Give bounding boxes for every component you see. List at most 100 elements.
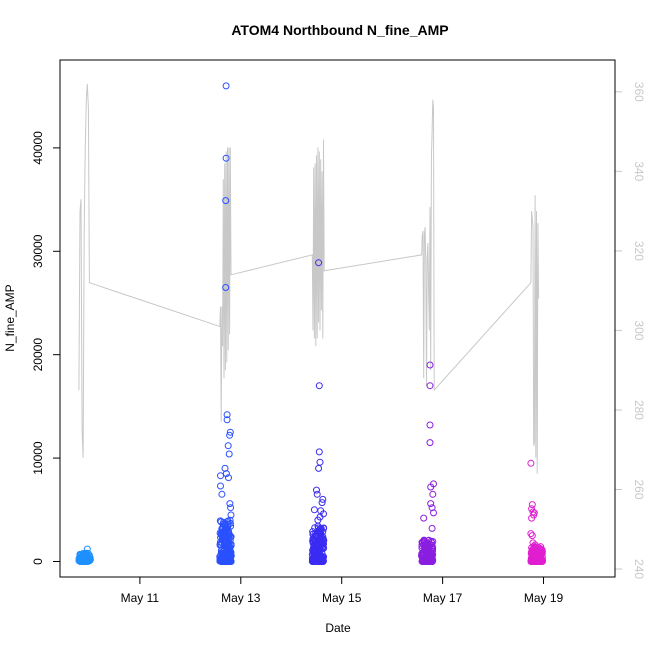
y-axis-label: N_fine_AMP xyxy=(3,284,17,351)
data-point xyxy=(227,511,235,519)
data-point xyxy=(528,532,536,540)
data-point xyxy=(314,516,322,524)
y-right-tick-label: 300 xyxy=(632,320,646,340)
data-point xyxy=(222,197,230,205)
data-point xyxy=(226,431,234,439)
data-point xyxy=(426,361,434,369)
data-point xyxy=(219,525,227,532)
data-point xyxy=(427,557,435,565)
data-point xyxy=(528,514,536,522)
data-point xyxy=(421,545,429,553)
data-point xyxy=(319,545,327,552)
data-point xyxy=(218,528,226,536)
y-right-tick-label: 320 xyxy=(632,241,646,261)
data-point xyxy=(218,557,226,565)
data-point xyxy=(315,382,323,390)
data-point xyxy=(313,486,320,494)
data-point xyxy=(226,544,234,551)
data-point xyxy=(528,557,536,565)
data-point xyxy=(314,553,322,561)
x-tick-label: May 15 xyxy=(322,591,362,605)
chart-title: ATOM4 Northbound N_fine_AMP xyxy=(231,22,448,38)
data-point xyxy=(224,558,232,565)
y-axis-left: 0 10000 20000 30000 40000 xyxy=(31,131,60,565)
y-right-tick-label: 260 xyxy=(632,479,646,499)
data-point xyxy=(226,500,234,508)
data-point xyxy=(220,550,228,558)
data-point xyxy=(527,549,535,557)
data-point xyxy=(217,541,225,549)
y-left-tick-label: 20000 xyxy=(31,338,45,372)
data-point xyxy=(225,474,232,482)
data-point xyxy=(527,530,535,538)
data-point xyxy=(225,555,233,563)
data-point xyxy=(225,450,233,458)
data-point xyxy=(79,550,87,557)
data-point xyxy=(428,504,436,512)
data-point xyxy=(82,550,90,558)
y-axis-right: 240 260 280 300 320 340 360 xyxy=(615,82,646,579)
secondary-series-line xyxy=(78,83,540,474)
data-points xyxy=(75,82,546,565)
data-point xyxy=(426,382,434,390)
data-point xyxy=(83,545,91,553)
data-point xyxy=(538,557,546,565)
data-point xyxy=(313,490,321,498)
data-point xyxy=(222,82,230,90)
data-point xyxy=(527,459,535,467)
data-point xyxy=(319,495,327,503)
data-point xyxy=(313,557,321,565)
data-point xyxy=(319,535,327,543)
y-right-tick-label: 340 xyxy=(632,161,646,181)
data-point xyxy=(217,472,224,480)
x-tick-label: May 11 xyxy=(121,591,160,605)
x-tick-label: May 19 xyxy=(524,591,564,605)
data-point xyxy=(311,524,319,532)
x-tick-label: May 17 xyxy=(423,591,463,605)
data-point xyxy=(418,544,426,552)
data-point xyxy=(222,284,230,291)
data-point xyxy=(318,499,326,507)
data-point xyxy=(224,442,232,450)
data-point xyxy=(531,541,539,549)
data-point xyxy=(226,516,234,524)
data-point xyxy=(223,411,231,419)
data-point xyxy=(419,552,427,559)
data-point xyxy=(222,154,230,162)
y-right-tick-label: 240 xyxy=(632,559,646,579)
y-left-tick-label: 10000 xyxy=(31,441,45,475)
data-point xyxy=(425,545,433,553)
data-point xyxy=(315,259,323,267)
data-point xyxy=(419,539,426,547)
plot-frame xyxy=(59,59,616,578)
y-left-tick-label: 30000 xyxy=(31,234,45,268)
data-point xyxy=(227,504,235,512)
secondary-line-path xyxy=(78,83,540,474)
data-point xyxy=(86,557,94,565)
data-point xyxy=(530,509,538,517)
y-right-tick-label: 360 xyxy=(632,82,646,102)
data-point xyxy=(223,416,231,424)
data-point xyxy=(222,470,230,478)
data-point xyxy=(218,531,225,539)
data-point xyxy=(224,528,231,536)
data-point xyxy=(309,538,317,546)
y-right-tick-label: 280 xyxy=(632,400,646,420)
data-point xyxy=(313,544,321,552)
data-point xyxy=(78,557,85,565)
data-point xyxy=(217,482,224,490)
data-point xyxy=(430,480,437,488)
data-point xyxy=(426,421,434,429)
data-point xyxy=(218,546,226,554)
data-point xyxy=(309,535,317,543)
data-point xyxy=(218,490,226,498)
data-point xyxy=(533,545,540,553)
y-left-tick-label: 0 xyxy=(31,558,45,565)
data-point xyxy=(221,464,229,472)
data-point xyxy=(428,545,436,553)
x-axis-label: Date xyxy=(325,621,351,635)
x-tick-label: May 13 xyxy=(221,591,261,605)
data-point xyxy=(427,500,435,508)
data-point xyxy=(317,526,324,534)
